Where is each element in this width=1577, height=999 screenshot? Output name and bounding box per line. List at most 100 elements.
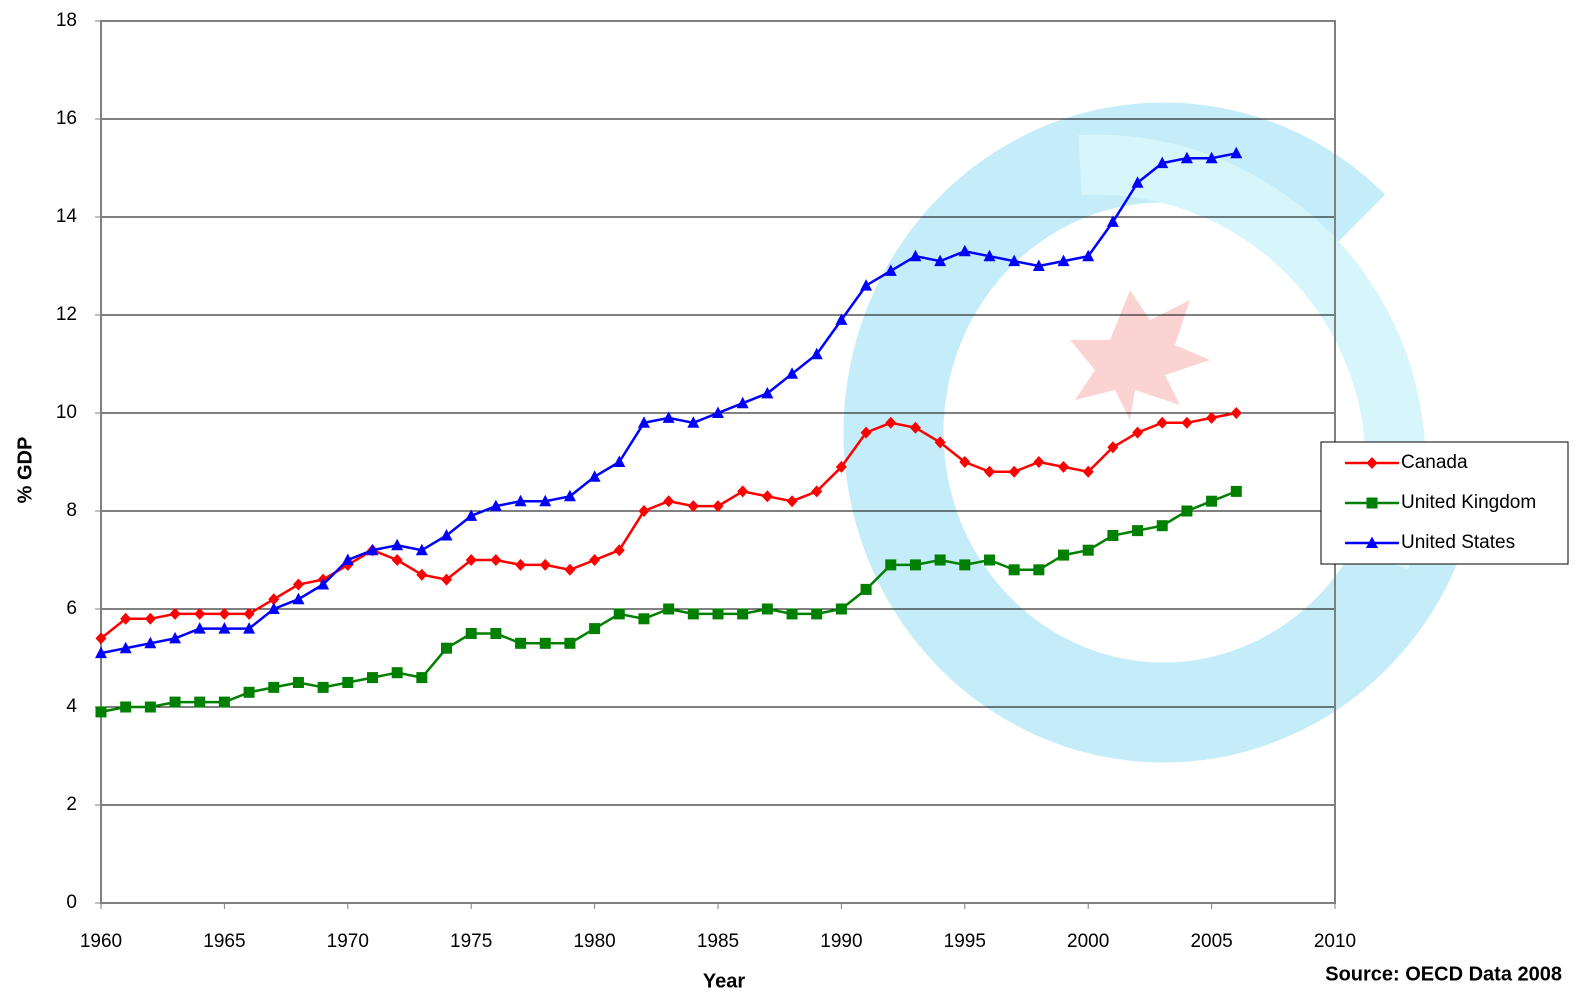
- marker: [1181, 506, 1192, 517]
- marker: [1157, 417, 1168, 429]
- marker: [1009, 564, 1020, 575]
- y-tick-label: 18: [56, 10, 77, 31]
- marker: [1058, 550, 1069, 561]
- chart: % GDP Year Source: OECD Data 2008 0 2 4 6 8 1…: [0, 0, 1577, 999]
- legend-label: Canada: [1401, 452, 1468, 473]
- marker: [910, 559, 921, 570]
- marker: [392, 554, 403, 566]
- marker: [342, 677, 353, 688]
- marker: [1033, 456, 1044, 468]
- watermark: [894, 152, 1420, 712]
- marker: [1033, 564, 1044, 575]
- marker: [935, 555, 946, 566]
- marker: [515, 559, 526, 571]
- x-axis-label: Year: [703, 970, 745, 992]
- marker: [1058, 461, 1069, 473]
- legend-label: United Kingdom: [1401, 492, 1536, 513]
- marker: [860, 279, 872, 291]
- series-line: [101, 153, 1236, 653]
- y-tick-label: 10: [56, 402, 77, 423]
- x-tick-label: 2000: [1067, 931, 1109, 952]
- y-tick-label: 14: [56, 206, 78, 227]
- marker: [984, 555, 995, 566]
- marker: [219, 608, 230, 620]
- marker: [293, 579, 304, 591]
- marker: [787, 608, 798, 619]
- marker: [416, 569, 427, 581]
- marker: [737, 485, 748, 497]
- x-tick-label: 1990: [820, 931, 862, 952]
- x-tick-label: 1985: [697, 931, 739, 952]
- watermark-leaf: [1070, 290, 1210, 420]
- page: {"chart_data": { "type": "line", "y_labe…: [0, 0, 1577, 999]
- marker: [194, 608, 205, 620]
- marker: [120, 702, 131, 713]
- legend-label: United States: [1401, 532, 1515, 553]
- marker: [861, 584, 872, 595]
- marker: [1132, 525, 1143, 536]
- marker: [885, 559, 896, 570]
- marker: [614, 608, 625, 619]
- marker: [1009, 466, 1020, 478]
- marker: [663, 604, 674, 615]
- marker: [737, 608, 748, 619]
- marker: [638, 613, 649, 624]
- marker: [466, 628, 477, 639]
- marker: [244, 608, 255, 620]
- marker: [244, 687, 255, 698]
- y-tick-label: 8: [66, 500, 77, 521]
- marker: [170, 608, 181, 620]
- marker: [145, 613, 156, 625]
- y-tick-label: 16: [56, 108, 77, 129]
- marker: [441, 643, 452, 654]
- y-tick-label: 4: [66, 696, 77, 717]
- marker: [318, 682, 329, 693]
- marker: [392, 667, 403, 678]
- marker: [219, 697, 230, 708]
- marker: [490, 628, 501, 639]
- marker: [589, 623, 600, 634]
- x-tick-label: 1960: [80, 931, 122, 952]
- x-tick-label: 2010: [1314, 931, 1356, 952]
- marker: [762, 490, 773, 502]
- marker: [1181, 417, 1192, 429]
- marker: [762, 604, 773, 615]
- marker: [589, 554, 600, 566]
- x-tick-label: 2005: [1190, 931, 1232, 952]
- marker: [391, 539, 403, 551]
- y-axis-label: % GDP: [14, 437, 36, 504]
- y-tick-label: 0: [66, 892, 77, 913]
- marker: [811, 608, 822, 619]
- marker: [959, 559, 970, 570]
- marker: [663, 495, 674, 507]
- marker: [836, 604, 847, 615]
- marker: [1367, 498, 1378, 509]
- x-tick-label: 1965: [203, 931, 245, 952]
- marker: [1206, 496, 1217, 507]
- marker: [1206, 412, 1217, 424]
- marker: [540, 559, 551, 571]
- marker: [1107, 530, 1118, 541]
- marker: [713, 500, 724, 512]
- marker: [96, 706, 107, 717]
- source-note: Source: OECD Data 2008: [1325, 963, 1562, 985]
- marker: [564, 564, 575, 576]
- x-tick-label: 1970: [327, 931, 369, 952]
- marker: [589, 470, 601, 482]
- marker: [713, 608, 724, 619]
- y-tick-label: 6: [66, 598, 77, 619]
- marker: [984, 466, 995, 478]
- marker: [1083, 545, 1094, 556]
- marker: [1132, 427, 1143, 439]
- marker: [268, 682, 279, 693]
- x-tick-label: 1995: [944, 931, 986, 952]
- marker: [490, 554, 501, 566]
- marker: [688, 500, 699, 512]
- marker: [1231, 407, 1242, 419]
- marker: [194, 697, 205, 708]
- y-tick-label: 2: [66, 794, 77, 815]
- marker: [293, 677, 304, 688]
- marker: [515, 638, 526, 649]
- marker: [416, 672, 427, 683]
- marker: [1157, 520, 1168, 531]
